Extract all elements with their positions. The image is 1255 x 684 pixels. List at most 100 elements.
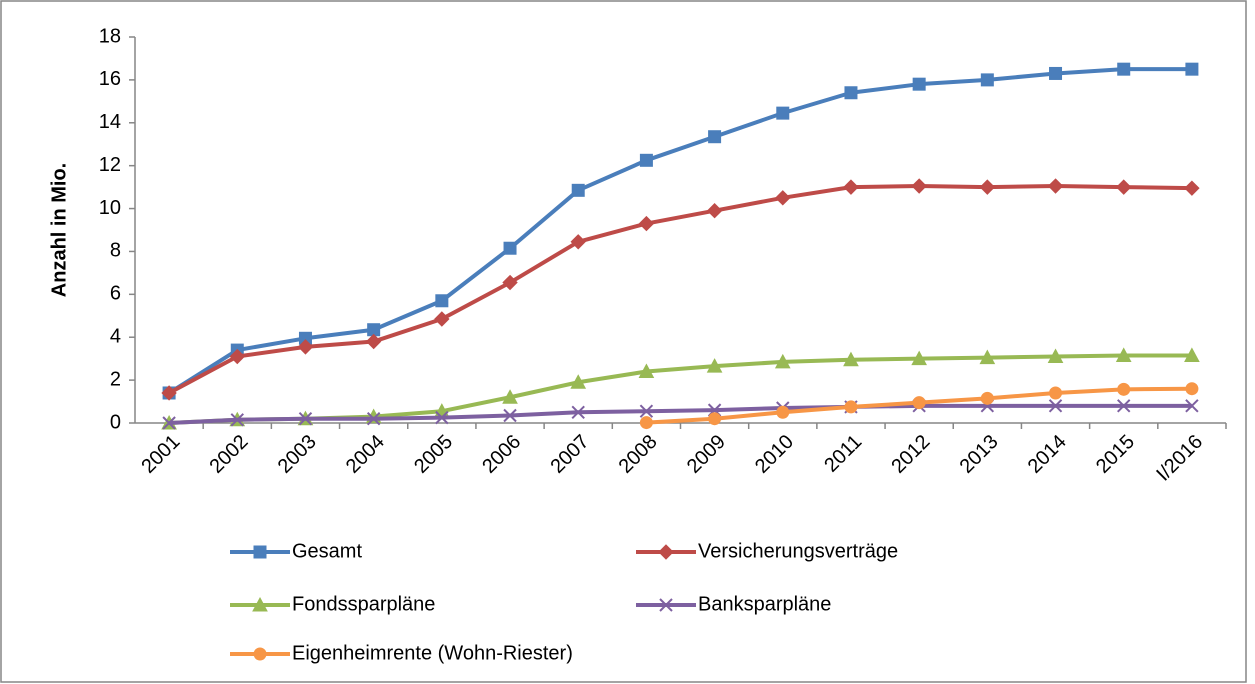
data-point: [911, 350, 927, 366]
data-point: [502, 274, 518, 291]
x-tick-label: 2013: [956, 431, 1003, 478]
legend-marker: [659, 598, 673, 612]
legend-marker: [253, 545, 267, 559]
data-point: [298, 412, 313, 426]
legend-label: Versicherungsverträge: [698, 540, 898, 562]
y-tick-label: 16: [99, 68, 121, 90]
data-point: [1117, 399, 1131, 413]
data-point: [639, 153, 653, 167]
data-point: [502, 389, 518, 404]
data-point: [230, 413, 244, 427]
data-point: [366, 412, 381, 426]
x-tick-label: 2009: [683, 431, 730, 478]
data-point: [435, 294, 449, 308]
data-point: [1185, 399, 1199, 413]
data-point: [1048, 399, 1063, 413]
y-tick-label: 12: [99, 154, 121, 176]
data-point: [911, 178, 927, 194]
data-point: [774, 353, 791, 369]
data-point: [570, 234, 586, 250]
data-point: [912, 77, 926, 91]
y-tick-label: 6: [110, 283, 121, 305]
x-tick-label: 2010: [751, 431, 798, 478]
legend-marker: [252, 596, 268, 612]
data-point: [161, 385, 177, 401]
data-point: [775, 190, 791, 206]
y-tick-label: 14: [99, 111, 121, 133]
data-point: [979, 179, 996, 195]
data-point: [162, 416, 176, 430]
data-point: [1185, 382, 1199, 396]
data-point: [1049, 66, 1063, 80]
x-tick-label: 2007: [546, 431, 593, 478]
data-point: [979, 349, 996, 365]
data-point: [1047, 348, 1064, 364]
data-point: [638, 363, 655, 379]
legend-label: Eigenheimrente (Wohn-Riester): [292, 642, 573, 664]
x-tick-label: 2002: [206, 431, 253, 478]
data-point: [706, 202, 723, 219]
y-tick-label: 0: [110, 411, 121, 433]
x-tick-label: 2004: [342, 431, 389, 478]
data-point: [639, 404, 654, 418]
legend-marker: [253, 647, 267, 661]
x-tick-label: 2006: [478, 431, 525, 478]
data-point: [776, 405, 790, 419]
data-point: [571, 183, 585, 197]
data-point: [980, 391, 994, 405]
y-tick-label: 2: [110, 368, 121, 390]
data-point: [1117, 62, 1131, 76]
data-point: [1184, 180, 1200, 196]
y-tick-label: 4: [110, 326, 121, 348]
series-line: [168, 353, 1192, 425]
data-point: [297, 339, 314, 355]
series-line: [168, 403, 1192, 425]
data-point: [843, 351, 859, 367]
data-point: [434, 311, 450, 327]
data-point: [706, 358, 723, 373]
data-point: [708, 412, 722, 426]
data-point: [1116, 179, 1132, 195]
data-point: [1115, 347, 1132, 362]
data-point: [708, 130, 722, 144]
data-point: [229, 348, 245, 365]
series-line: [168, 184, 1192, 395]
data-point: [570, 374, 587, 389]
data-point: [638, 215, 655, 232]
x-tick-label: 2001: [137, 431, 184, 478]
x-tick-label: 2003: [274, 431, 321, 478]
x-tick-label: 2011: [820, 431, 866, 477]
data-point: [1185, 62, 1199, 76]
data-point: [843, 179, 859, 195]
y-tick-label: 18: [99, 25, 121, 47]
data-point: [1049, 386, 1063, 400]
y-tick-label: 8: [110, 240, 121, 262]
data-point: [365, 333, 382, 350]
data-point: [639, 416, 653, 430]
legend-label: Gesamt: [292, 540, 362, 562]
x-tick-label: 2012: [887, 431, 934, 478]
legend-label: Banksparpläne: [698, 593, 831, 615]
data-point: [912, 396, 926, 410]
x-tick-label: 2005: [410, 431, 457, 478]
y-axis-label: Anzahl in Mio.: [48, 163, 70, 297]
series-line: [168, 67, 1192, 395]
legend-marker: [658, 544, 674, 560]
data-point: [844, 400, 858, 414]
data-point: [844, 86, 858, 100]
x-tick-label: 2015: [1092, 431, 1139, 478]
data-point: [1184, 347, 1200, 362]
data-point: [1117, 382, 1131, 396]
data-point: [435, 410, 449, 425]
data-point: [571, 405, 585, 419]
data-point: [776, 106, 790, 120]
x-tick-label: 2008: [615, 431, 662, 478]
y-tick-label: 10: [99, 197, 121, 219]
x-tick-label: 2014: [1024, 431, 1071, 478]
legend-label: Fondssparpläne: [292, 593, 435, 615]
data-point: [1047, 178, 1064, 194]
x-tick-label: I/2016: [1152, 431, 1207, 486]
data-point: [980, 73, 994, 87]
